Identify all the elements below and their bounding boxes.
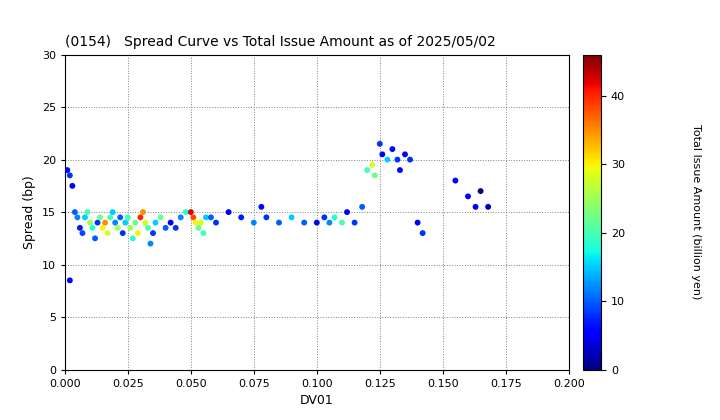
Point (197, 230, 209, 236)
Point (374, 140, 386, 147)
Point (140, 219, 151, 226)
Point (180, 209, 192, 215)
Point (323, 219, 335, 226)
Point (107, 209, 118, 215)
Point (205, 214, 217, 221)
Point (336, 219, 348, 226)
Point (102, 230, 114, 236)
Point (170, 224, 181, 231)
Point (192, 224, 204, 231)
Point (84, 219, 96, 226)
Point (248, 219, 259, 226)
Point (412, 219, 423, 226)
Point (175, 214, 186, 221)
Point (311, 219, 323, 226)
Point (469, 203, 481, 210)
Point (61, 167, 73, 173)
Point (81, 209, 94, 215)
Point (127, 235, 138, 242)
Point (399, 151, 410, 158)
Point (395, 167, 406, 173)
Point (222, 209, 234, 215)
Point (261, 214, 272, 221)
Point (482, 203, 494, 210)
Point (155, 214, 166, 221)
Point (112, 224, 124, 231)
Point (69, 209, 81, 215)
Point (77, 230, 88, 236)
Point (405, 156, 416, 163)
Point (135, 214, 146, 221)
Point (109, 219, 121, 226)
Point (79, 214, 91, 221)
Text: (0154)   Spread Curve vs Total Issue Amount as of 2025/05/02: (0154) Spread Curve vs Total Issue Amoun… (65, 35, 495, 49)
Point (387, 146, 398, 152)
Point (356, 203, 368, 210)
Point (130, 219, 141, 226)
Point (74, 224, 86, 231)
Point (99, 219, 111, 226)
Point (142, 224, 154, 231)
Point (150, 219, 161, 226)
Point (462, 193, 474, 199)
Point (361, 167, 373, 173)
Point (195, 219, 207, 226)
Point (235, 214, 247, 221)
Point (117, 230, 128, 236)
Point (125, 224, 136, 231)
Point (137, 209, 148, 215)
Point (132, 230, 144, 236)
Point (96, 224, 108, 231)
Point (341, 209, 353, 215)
Point (165, 219, 176, 226)
Point (256, 203, 267, 210)
Point (366, 161, 378, 168)
Point (120, 219, 131, 226)
Point (348, 219, 360, 226)
Point (328, 214, 340, 221)
Point (382, 156, 393, 163)
Y-axis label: Total Issue Amount (billion yen): Total Issue Amount (billion yen) (691, 124, 701, 300)
Point (147, 230, 158, 236)
Point (190, 219, 202, 226)
Point (286, 214, 297, 221)
Point (122, 214, 134, 221)
Point (114, 214, 126, 221)
Point (475, 188, 487, 194)
Y-axis label: Spread (bp): Spread (bp) (23, 175, 36, 249)
Point (160, 224, 171, 231)
Point (89, 235, 101, 242)
Point (210, 219, 222, 226)
Point (72, 214, 83, 221)
Point (86, 224, 98, 231)
Point (145, 240, 156, 247)
Point (392, 156, 403, 163)
Point (377, 151, 388, 158)
Point (417, 230, 428, 236)
Point (274, 219, 285, 226)
Point (187, 214, 199, 221)
Point (104, 214, 116, 221)
Point (369, 172, 380, 179)
Point (94, 214, 106, 221)
Point (200, 214, 212, 221)
Point (449, 177, 461, 184)
Point (64, 172, 76, 179)
X-axis label: DV01: DV01 (300, 394, 333, 407)
Point (91, 219, 104, 226)
Point (185, 209, 197, 215)
Point (66, 182, 78, 189)
Point (298, 219, 310, 226)
Point (64, 277, 76, 284)
Point (318, 214, 330, 221)
